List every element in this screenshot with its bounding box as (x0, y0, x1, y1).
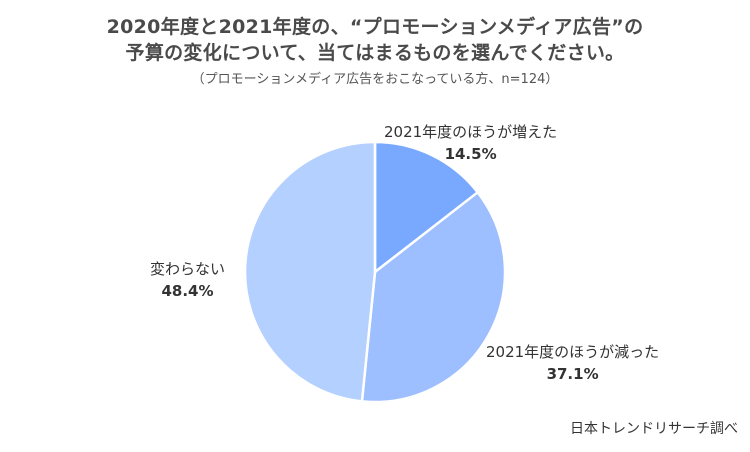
slice-label-unchanged: 変わらない 48.4% (150, 258, 225, 300)
slice-label-unchanged-value: 48.4% (161, 282, 214, 300)
slice-label-decreased-value: 37.1% (546, 365, 599, 383)
slice-label-increased: 2021年度のほうが増えた 14.5% (384, 121, 557, 163)
slice-label-increased-value: 14.5% (444, 145, 497, 163)
slice-label-decreased: 2021年度のほうが減った 37.1% (486, 341, 659, 383)
chart-title-line-2: 予算の変化について、当てはまるものを選んでください。 (125, 42, 625, 64)
slice-label-decreased-text: 2021年度のほうが減った (486, 343, 660, 361)
pie-slice-decreased (360, 191, 507, 404)
source-credit: 日本トレンドリサーチ調べ (570, 421, 738, 437)
slice-label-unchanged-text: 変わらない (150, 260, 226, 278)
slice-label-increased-text: 2021年度のほうが増えた (384, 123, 558, 141)
chart-subtitle: （プロモーションメディア広告をおこなっている方、n=124） (191, 72, 559, 87)
pie-slice-increased (373, 140, 479, 274)
pie-slice-unchanged (243, 140, 377, 403)
chart-title-line-1: 2020年度と2021年度の、“プロモーションメディア広告”の (106, 16, 644, 38)
